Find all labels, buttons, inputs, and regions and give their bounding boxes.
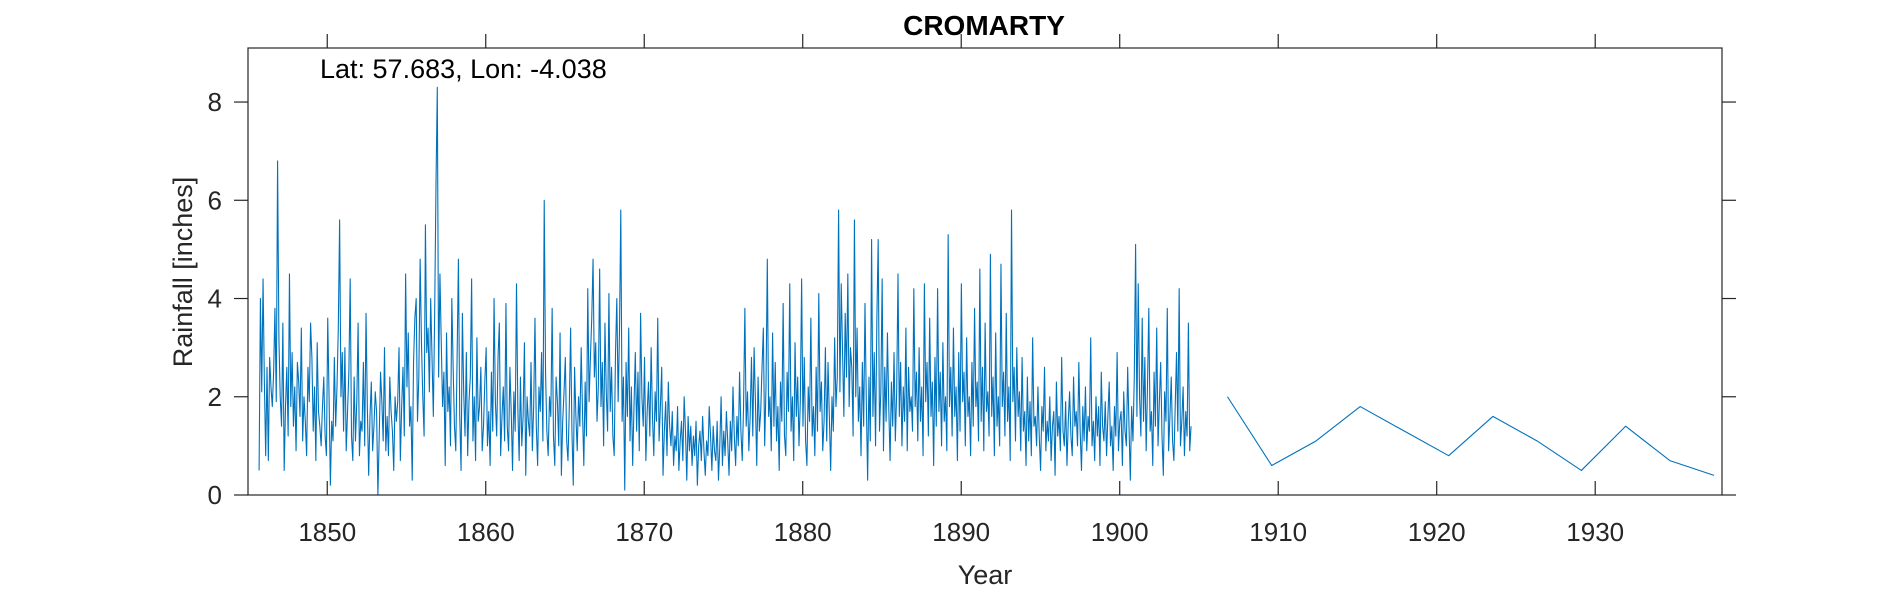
y-tick-label: 0: [208, 480, 222, 510]
axis-ticks: 1850 1860 1870 1880 1890 1900 1910 1920 1930 0 2 4 6…: [208, 34, 1736, 547]
x-tick-label: 1880: [774, 517, 832, 547]
x-tick-label: 1890: [932, 517, 990, 547]
plot-area: [258, 86, 1715, 496]
series-line-segment-2: [1227, 396, 1715, 476]
y-tick-label: 2: [208, 382, 222, 412]
axes-box: [247, 47, 1723, 496]
x-tick-label: 1910: [1249, 517, 1307, 547]
x-tick-label: 1860: [457, 517, 515, 547]
series-line-segment-1: [258, 86, 1192, 496]
x-tick-label: 1870: [615, 517, 673, 547]
x-axis-label: Year: [958, 560, 1013, 590]
x-tick-label: 1930: [1566, 517, 1624, 547]
chart-title: CROMARTY: [903, 10, 1065, 41]
y-tick-label: 8: [208, 87, 222, 117]
x-tick-label: 1920: [1408, 517, 1466, 547]
y-axis-label: Rainfall [inches]: [168, 177, 198, 368]
y-tick-label: 6: [208, 185, 222, 215]
location-annotation: Lat: 57.683, Lon: -4.038: [320, 54, 607, 84]
x-tick-label: 1850: [298, 517, 356, 547]
y-tick-label: 4: [208, 284, 222, 314]
x-tick-label: 1900: [1091, 517, 1149, 547]
